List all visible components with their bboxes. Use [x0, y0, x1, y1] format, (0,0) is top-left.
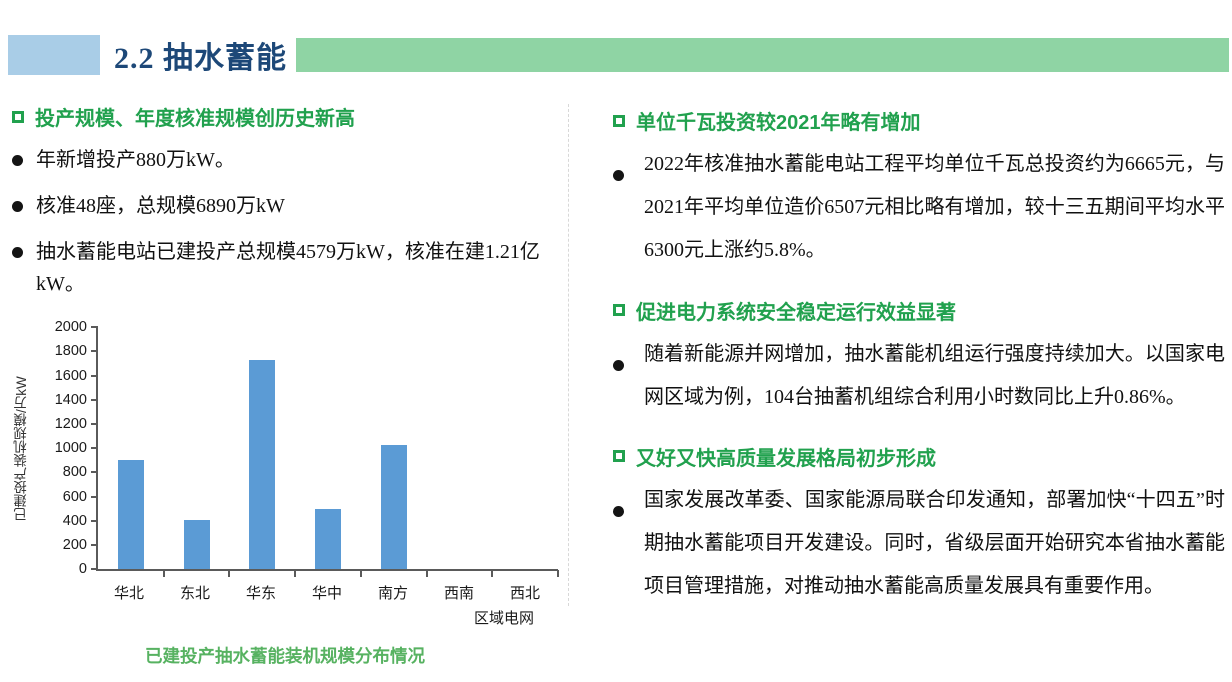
bar-slot: [295, 327, 362, 578]
list-item: 随着新能源并网增加，抽水蓄能机组运行强度持续加大。以国家电网区域为例，104台抽…: [613, 333, 1225, 419]
bar-南方: [380, 444, 407, 570]
section-heading-grid-safety: 促进电力系统安全稳定运行效益显著: [613, 296, 1225, 325]
y-tick-800: 800: [45, 464, 98, 480]
x-tick-label: 东北: [179, 585, 210, 603]
bullet-dot-icon: [613, 170, 624, 181]
y-tick-1600: 1600: [45, 368, 98, 384]
list-item-text: 年新增投产880万kW。: [36, 149, 235, 171]
list-item-text: 国家发展改革委、国家能源局联合印发通知，部署加快“十四五”时期抽水蓄能项目开发建…: [644, 488, 1225, 598]
section-heading-investment: 单位千瓦投资较2021年略有增加: [613, 106, 1225, 135]
bar-华北: [117, 460, 144, 570]
section-heading-label: 投产规模、年度核准规模创历史新高: [35, 108, 355, 130]
chart-plot-area: 2000 1800 1600 1400 1200 1000 800 600 400 200 0: [55, 319, 559, 578]
list-item: 抽水蓄能电站已建投产总规模4579万kW，核准在建1.21亿kW。: [12, 236, 564, 302]
y-tick-1000: 1000: [45, 440, 98, 456]
x-tick-label: 南方: [377, 585, 408, 603]
y-tick-2000: 2000: [45, 319, 98, 335]
section-heading-label: 单位千瓦投资较2021年略有增加: [636, 112, 921, 134]
column-divider: [568, 104, 569, 606]
y-tick-1800: 1800: [45, 343, 98, 359]
header-blue-block: [8, 35, 100, 75]
green-square-icon: [613, 304, 625, 317]
bullet-dot-icon: [613, 505, 624, 517]
y-tick-1400: 1400: [45, 392, 98, 408]
bar-slot: [427, 327, 494, 578]
green-square-icon: [613, 114, 625, 127]
chart-caption: 已建投产抽水蓄能装机规模分布情况: [145, 646, 425, 667]
header-green-band: [296, 38, 1229, 72]
list-item-text: 2022年核准抽水蓄能电站工程平均单位千瓦总投资约为6665元，与2021年平均…: [644, 153, 1225, 262]
x-tick-label: 华北: [113, 585, 144, 603]
bar-slot: [229, 327, 296, 578]
bar-slot: [361, 327, 428, 578]
bullet-dot-icon: [613, 359, 624, 371]
section-heading-label: 又好又快高质量发展格局初步形成: [636, 447, 936, 470]
y-axis-title: 已建投产装机规模/万kW: [14, 376, 29, 522]
y-tick-1200: 1200: [45, 416, 98, 432]
list-item-text: 核准48座，总规模6890万kW: [36, 194, 285, 217]
bar-slot: [98, 327, 165, 578]
section-heading-label: 促进电力系统安全稳定运行效益显著: [636, 301, 956, 324]
bullet-dot-icon: [12, 246, 23, 258]
bar-chart: 已建投产装机规模/万kW 2000 1800 1600 1400 1200 1000 800…: [14, 319, 559, 628]
right-column: 单位千瓦投资较2021年略有增加 2022年核准抽水蓄能电站工程平均单位千瓦总投…: [613, 102, 1225, 609]
x-tick-label: 华东: [245, 585, 276, 603]
section-heading-development: 又好又快高质量发展格局初步形成: [613, 442, 1225, 471]
green-square-icon: [12, 110, 24, 123]
bullet-dot-icon: [12, 200, 23, 212]
x-tick-label: 华中: [311, 585, 342, 603]
x-axis-title: 区域电网: [473, 610, 534, 628]
bar-华东: [249, 359, 276, 570]
x-tick-label: 西北: [509, 585, 540, 603]
bar-东北: [183, 519, 210, 570]
section-heading-scale: 投产规模、年度核准规模创历史新高: [12, 102, 564, 131]
list-item: 核准48座，总规模6890万kW: [12, 190, 564, 223]
bullet-dot-icon: [12, 155, 23, 166]
list-item-text: 抽水蓄能电站已建投产总规模4579万kW，核准在建1.21亿kW。: [36, 240, 540, 296]
list-item: 年新增投产880万kW。: [12, 144, 564, 177]
bar-slot: [164, 327, 231, 578]
list-item-text: 随着新能源并网增加，抽水蓄能机组运行强度持续加大。以国家电网区域为例，104台抽…: [644, 342, 1225, 408]
x-axis-labels: 华北 东北 华东 华中 南方 西南 西北: [96, 582, 558, 603]
y-tick-400: 400: [45, 513, 98, 529]
left-column: 投产规模、年度核准规模创历史新高 年新增投产880万kW。 核准48座，总规模6…: [12, 102, 564, 668]
green-square-icon: [613, 450, 625, 463]
y-tick-0: 0: [45, 561, 98, 577]
list-item: 国家发展改革委、国家能源局联合印发通知，部署加快“十四五”时期抽水蓄能项目开发建…: [613, 479, 1225, 609]
page-title: 2.2 抽水蓄能: [114, 42, 287, 75]
bar-华中: [315, 508, 342, 570]
y-tick-200: 200: [45, 537, 98, 553]
y-tick-600: 600: [45, 489, 98, 505]
list-item: 2022年核准抽水蓄能电站工程平均单位千瓦总投资约为6665元，与2021年平均…: [613, 143, 1225, 273]
bar-slot: [492, 327, 559, 578]
x-tick-label: 西南: [443, 585, 474, 603]
